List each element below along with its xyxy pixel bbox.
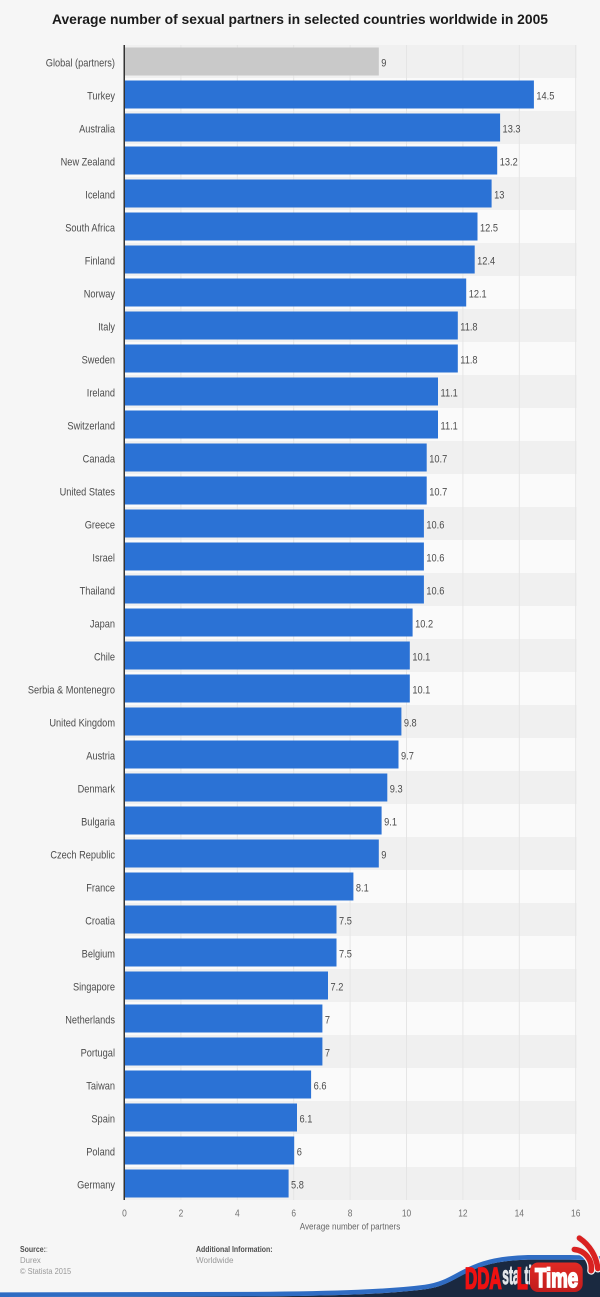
svg-text:10.2: 10.2 — [415, 619, 433, 631]
svg-text:Italy: Italy — [98, 322, 116, 334]
svg-text:16: 16 — [571, 1208, 580, 1219]
svg-text:Greece: Greece — [85, 520, 116, 532]
svg-text:United Kingdom: United Kingdom — [49, 718, 115, 730]
svg-text:7.5: 7.5 — [339, 916, 352, 928]
svg-text:6.1: 6.1 — [300, 1114, 313, 1126]
svg-text:7.2: 7.2 — [331, 982, 344, 994]
svg-text:10.7: 10.7 — [429, 454, 447, 466]
svg-text:United States: United States — [60, 487, 115, 499]
svg-text:9.1: 9.1 — [384, 817, 397, 829]
svg-text:Taiwan: Taiwan — [86, 1081, 115, 1093]
svg-text:Finland: Finland — [85, 256, 115, 268]
svg-text:12.4: 12.4 — [477, 256, 495, 268]
svg-text:13.3: 13.3 — [503, 124, 521, 136]
svg-text:Ireland: Ireland — [87, 388, 115, 400]
svg-text:Portugal: Portugal — [81, 1048, 115, 1060]
svg-text:10.1: 10.1 — [412, 685, 430, 697]
svg-text:Time: Time — [535, 1263, 578, 1293]
svg-text:10.6: 10.6 — [426, 520, 444, 532]
svg-text:Spain: Spain — [91, 1114, 115, 1126]
svg-text:Source::: Source:: — [20, 1244, 48, 1254]
svg-text:Durex: Durex — [20, 1256, 41, 1265]
svg-text:10.1: 10.1 — [412, 652, 430, 664]
svg-text:Israel: Israel — [92, 553, 115, 565]
svg-text:11.1: 11.1 — [441, 421, 459, 433]
svg-text:13.2: 13.2 — [500, 157, 518, 169]
svg-text:0: 0 — [122, 1208, 127, 1219]
svg-text:7: 7 — [325, 1048, 330, 1060]
svg-text:France: France — [86, 883, 115, 895]
svg-text:Poland: Poland — [86, 1147, 115, 1159]
svg-text:Worldwide: Worldwide — [196, 1255, 234, 1265]
svg-text:New Zealand: New Zealand — [61, 157, 115, 169]
svg-text:Norway: Norway — [84, 289, 116, 301]
svg-text:10.6: 10.6 — [426, 553, 444, 565]
svg-text:South Africa: South Africa — [65, 223, 115, 235]
svg-text:13: 13 — [494, 190, 505, 202]
svg-text:14: 14 — [515, 1208, 524, 1219]
svg-text:Australia: Australia — [79, 124, 115, 136]
svg-text:8.1: 8.1 — [356, 883, 369, 895]
svg-text:Sweden: Sweden — [82, 355, 115, 367]
svg-text:Netherlands: Netherlands — [65, 1015, 115, 1027]
svg-text:L: L — [517, 1263, 528, 1296]
svg-text:Czech Republic: Czech Republic — [50, 850, 115, 862]
svg-text:9.3: 9.3 — [390, 784, 403, 796]
svg-text:Canada: Canada — [83, 454, 116, 466]
svg-text:Austria: Austria — [86, 751, 115, 763]
svg-text:9: 9 — [381, 58, 386, 70]
svg-text:12.5: 12.5 — [480, 223, 498, 235]
svg-text:Thailand: Thailand — [80, 586, 115, 598]
svg-text:© Statista 2015: © Statista 2015 — [20, 1267, 72, 1277]
svg-text:Switzerland: Switzerland — [67, 421, 115, 433]
svg-text:Serbia & Montenegro: Serbia & Montenegro — [28, 685, 115, 697]
svg-text:Croatia: Croatia — [85, 916, 115, 928]
svg-text:12.1: 12.1 — [469, 289, 487, 301]
svg-text:sta: sta — [502, 1262, 520, 1290]
svg-text:9: 9 — [381, 850, 386, 862]
svg-text:6: 6 — [297, 1147, 302, 1159]
svg-text:12: 12 — [458, 1208, 467, 1219]
svg-text:11.1: 11.1 — [441, 388, 459, 400]
svg-text:Germany: Germany — [77, 1180, 116, 1192]
svg-text:Denmark: Denmark — [78, 784, 116, 796]
svg-text:10.7: 10.7 — [429, 487, 447, 499]
svg-text:8: 8 — [348, 1208, 353, 1219]
svg-text:10: 10 — [402, 1208, 411, 1219]
svg-text:11.8: 11.8 — [460, 355, 478, 367]
svg-text:Global (partners): Global (partners) — [46, 58, 115, 70]
svg-text:Turkey: Turkey — [87, 91, 116, 103]
svg-text:DDA: DDA — [465, 1263, 502, 1296]
svg-text:Bulgaria: Bulgaria — [81, 817, 115, 829]
svg-text:4: 4 — [235, 1208, 240, 1219]
svg-text:Singapore: Singapore — [73, 982, 115, 994]
svg-text:9.8: 9.8 — [404, 718, 417, 730]
svg-text:5.8: 5.8 — [291, 1180, 304, 1192]
svg-text:6.6: 6.6 — [314, 1081, 327, 1093]
svg-text:14.5: 14.5 — [536, 91, 554, 103]
svg-text:Chile: Chile — [94, 652, 115, 664]
svg-text:Japan: Japan — [90, 619, 115, 631]
svg-text:Average number of sexual partn: Average number of sexual partners in sel… — [52, 11, 548, 27]
svg-text:Iceland: Iceland — [85, 190, 115, 202]
svg-text:7: 7 — [325, 1015, 330, 1027]
svg-text:11.8: 11.8 — [460, 322, 478, 334]
svg-text:10.6: 10.6 — [426, 586, 444, 598]
svg-text:Belgium: Belgium — [82, 949, 115, 961]
svg-text:7.5: 7.5 — [339, 949, 352, 961]
svg-text:2: 2 — [179, 1208, 184, 1219]
svg-text:9.7: 9.7 — [401, 751, 414, 763]
svg-text:6: 6 — [291, 1208, 296, 1219]
svg-text:Average number of partners: Average number of partners — [300, 1221, 401, 1232]
svg-text:Additional Information:: Additional Information: — [196, 1244, 273, 1254]
